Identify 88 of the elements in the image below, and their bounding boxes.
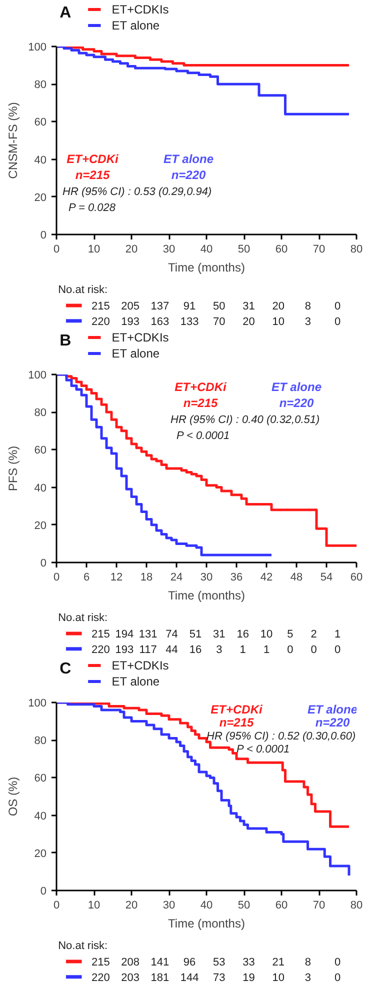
y-tick-label: 0 (40, 558, 47, 570)
annotation: ET+CDKi (174, 380, 228, 394)
annotation: n=220 (315, 716, 350, 730)
y-tick-label: 20 (34, 520, 47, 532)
text: No.at risk: (58, 612, 108, 624)
annotation: HR (95% CI) : 0.53 (0.29,0.94) (62, 186, 212, 198)
legend-label: ET+CDKIs (112, 2, 169, 16)
chart-title: C (60, 660, 72, 678)
x-tick-label: 60 (275, 900, 288, 912)
chart-title: A (60, 4, 72, 22)
y-tick-label: 60 (34, 772, 47, 785)
y-tick-label: 20 (34, 192, 47, 204)
x-tick-label: 18 (140, 572, 153, 584)
text: 220 193 117 44 16 3 1 1 0 0 0 (92, 644, 341, 656)
x-tick-label: 36 (230, 572, 243, 584)
x-tick-label: 0 (53, 572, 60, 584)
text: 215 208 141 96 53 33 21 8 0 (92, 956, 341, 968)
x-tick-label: 0 (53, 244, 60, 256)
x-tick-label: 20 (125, 244, 138, 256)
annotation: P < 0.0001 (176, 430, 230, 442)
x-tick-label: 10 (88, 900, 100, 912)
x-tick-label: 54 (320, 572, 333, 584)
y-axis-title: CNSM-FS (%) (6, 102, 20, 179)
y-tick-label: 0 (40, 886, 47, 898)
x-tick-label: 40 (200, 900, 213, 912)
y-tick-label: 0 (40, 230, 47, 242)
x-tick-label: 50 (238, 244, 250, 256)
annotation: n=220 (171, 168, 206, 182)
legend-label: ET alone (112, 346, 160, 360)
legend-label: ET alone (112, 18, 160, 32)
x-tick-label: 48 (290, 572, 303, 584)
y-tick-label: 100 (28, 370, 47, 382)
x-tick-label: 6 (83, 572, 90, 584)
x-tick-label: 60 (350, 572, 363, 584)
x-tick-label: 20 (125, 900, 138, 912)
annotation: n=215 (75, 168, 110, 182)
y-tick-label: 20 (34, 848, 47, 860)
legend-label: ET+CDKIs (112, 330, 169, 344)
y-tick-label: 40 (34, 810, 47, 822)
text: 220 203 181 144 73 19 10 3 0 (92, 972, 341, 984)
annotation: n=215 (183, 396, 218, 410)
text: 215 205 137 91 50 31 20 8 0 (92, 300, 341, 312)
annotation: P = 0.028 (68, 202, 116, 214)
y-tick-label: 40 (34, 154, 47, 166)
annotation: P < 0.0001 (236, 744, 290, 756)
x-axis-title: Time (months) (168, 260, 245, 274)
y-axis-title: OS (%) (6, 776, 20, 816)
text: 220 193 163 133 70 20 10 3 0 (92, 316, 341, 328)
x-tick-label: 12 (110, 572, 123, 584)
text: 215 194 131 74 51 31 16 10 5 2 1 (92, 628, 341, 640)
text: No.at risk: (58, 940, 108, 952)
y-tick-label: 100 (28, 698, 47, 710)
x-tick-label: 60 (275, 244, 288, 256)
y-tick-label: 60 (34, 444, 47, 457)
annotation: ET+CDKi (66, 152, 120, 166)
x-tick-label: 0 (53, 900, 60, 912)
x-axis-title: Time (months) (168, 588, 245, 602)
legend-label: ET alone (112, 674, 160, 688)
y-tick-label: 80 (34, 407, 47, 420)
x-tick-label: 10 (88, 244, 100, 256)
x-tick-label: 40 (200, 244, 213, 256)
x-tick-label: 30 (162, 900, 176, 912)
annotation: ET+CDKi (210, 702, 264, 716)
x-axis-title: Time (months) (168, 916, 245, 930)
text: No.at risk: (58, 284, 108, 296)
y-tick-label: 100 (28, 42, 47, 54)
annotation: n=215 (219, 716, 254, 730)
y-tick-label: 40 (34, 482, 47, 494)
x-tick-label: 24 (170, 572, 183, 584)
annotation: ET alone (163, 152, 214, 166)
y-tick-label: 80 (34, 735, 47, 748)
chart-title: B (60, 332, 72, 350)
x-tick-label: 70 (312, 244, 326, 256)
x-tick-label: 42 (260, 572, 273, 584)
annotation: n=220 (279, 396, 314, 410)
y-tick-label: 80 (34, 79, 47, 92)
x-tick-label: 80 (350, 900, 363, 912)
legend-label: ET+CDKIs (112, 658, 169, 672)
annotation: ET alone (271, 380, 322, 394)
y-axis-title: PFS (%) (6, 446, 20, 492)
x-tick-label: 70 (312, 900, 326, 912)
x-tick-label: 50 (238, 900, 250, 912)
y-tick-label: 60 (34, 116, 47, 129)
x-tick-label: 30 (200, 572, 213, 584)
x-tick-label: 30 (162, 244, 176, 256)
annotation: HR (95% CI) : 0.40 (0.32,0.51) (170, 414, 320, 426)
annotation: HR (95% CI) : 0.52 (0.30,0.60) (206, 730, 356, 742)
x-tick-label: 80 (350, 244, 363, 256)
